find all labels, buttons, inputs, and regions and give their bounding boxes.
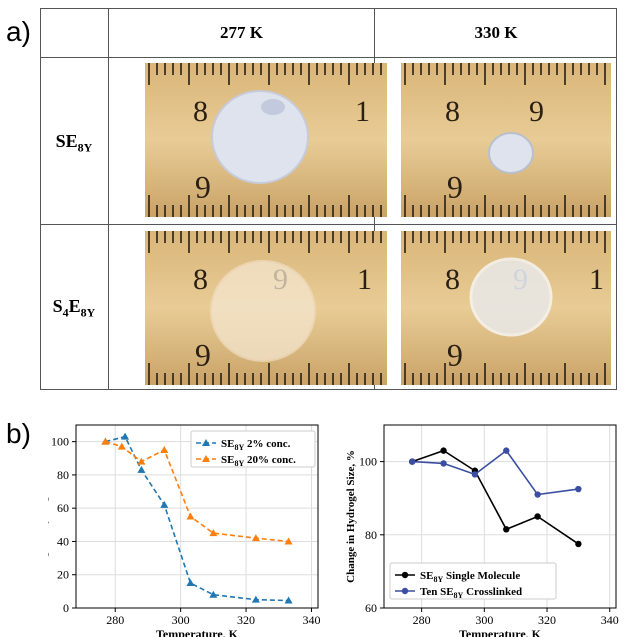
column-header-330k: 330 K xyxy=(474,23,518,42)
row-label-se8y: SE8Y xyxy=(55,131,93,155)
data-point xyxy=(209,529,218,537)
data-point xyxy=(503,447,510,454)
hydrogel-size-concentration-chart: 280 300 320 340 0 20 40 60 80 100 Temperature, K Ch… xyxy=(48,424,320,637)
y-tick-label: 60 xyxy=(57,501,69,515)
y-tick-label: 60 xyxy=(365,601,377,615)
ruler-number: 1 xyxy=(355,95,370,128)
data-point xyxy=(575,540,582,548)
data-point xyxy=(575,485,582,493)
ruler-photo: 8 9 1 6 xyxy=(145,231,387,385)
photo-se8y-277k: 8 1 6 xyxy=(145,63,387,217)
hydrogel-disc xyxy=(211,90,309,184)
x-tick-label: 300 xyxy=(475,613,493,627)
ruler-photo: 8 1 6 xyxy=(145,63,387,217)
legend-label: SE8Y 20% conc. xyxy=(221,454,296,468)
ruler-number: 6 xyxy=(447,170,463,206)
legend-marker xyxy=(401,571,409,579)
hydrogel-size-crosslink-chart: 280 300 320 340 60 80 100 Temperature, K Change … xyxy=(345,424,619,637)
series-line xyxy=(105,435,289,602)
data-point xyxy=(440,447,447,454)
legend-box xyxy=(389,562,557,600)
ruler-number: 9 xyxy=(529,95,544,128)
y-tick-label: 100 xyxy=(51,435,69,449)
series-line xyxy=(412,449,579,496)
ruler-number: 8 xyxy=(445,263,460,296)
photo-s4e8y-330k: 8 9 1 6 xyxy=(401,231,611,385)
legend-marker xyxy=(401,587,409,595)
data-point xyxy=(251,595,260,603)
ruler-number: 6 xyxy=(447,338,463,374)
ruler-photo: 8 9 1 6 xyxy=(401,231,611,385)
photo-s4e8y-277k: 8 9 1 6 xyxy=(145,231,387,385)
series-line xyxy=(105,440,289,543)
y-axis-label: Change in Hydrogel Size, % xyxy=(345,450,357,583)
data-point xyxy=(137,457,146,465)
y-tick-label: 80 xyxy=(57,468,69,482)
plot-frame xyxy=(75,424,319,609)
x-axis-label: Temperature, K xyxy=(459,627,542,637)
column-header-277k: 277 K xyxy=(220,23,263,42)
ruler-number: 6 xyxy=(195,338,211,374)
data-point xyxy=(101,437,110,445)
ruler-photo: 8 9 6 xyxy=(401,63,611,217)
x-tick-label: 280 xyxy=(106,613,124,627)
hydrogel-photo-table: 277 K 330 K SE8Y S4E8Y 8 1 6 xyxy=(40,8,617,390)
data-point xyxy=(251,534,260,542)
data-point xyxy=(186,579,195,587)
hydrogel-disc xyxy=(210,260,316,362)
hydrogel-disc xyxy=(469,257,553,337)
x-tick-label: 340 xyxy=(302,613,320,627)
legend-label: SE8Y 2% conc. xyxy=(221,438,291,452)
data-point xyxy=(209,590,218,598)
y-axis-label: Change in Hydrogel Size, % xyxy=(48,450,49,583)
panel-b-label: b) xyxy=(6,418,31,449)
legend-marker xyxy=(202,455,210,462)
y-tick-label: 100 xyxy=(359,455,377,469)
data-point xyxy=(284,596,293,604)
ruler-number: 8 xyxy=(193,263,208,296)
data-point xyxy=(284,537,293,545)
y-tick-label: 80 xyxy=(365,528,377,542)
data-point xyxy=(160,500,169,508)
ruler-number: 8 xyxy=(193,95,208,128)
data-point xyxy=(137,465,146,473)
data-point xyxy=(409,458,416,465)
legend-marker xyxy=(202,439,210,446)
y-tick-label: 40 xyxy=(57,534,69,548)
x-tick-label: 280 xyxy=(413,613,431,627)
x-tick-label: 300 xyxy=(172,613,190,627)
legend-label: Ten SE8Y Crosslinked xyxy=(420,586,522,600)
photo-se8y-330k: 8 9 6 xyxy=(401,63,611,217)
y-tick-label: 0 xyxy=(63,601,69,615)
data-point xyxy=(186,512,195,520)
x-axis-label: Temperature, K xyxy=(156,627,239,637)
hydrogel-disc xyxy=(488,132,534,174)
x-tick-label: 320 xyxy=(237,613,255,627)
data-point xyxy=(503,526,510,533)
ruler-number: 8 xyxy=(445,95,460,128)
panel-a-label: a) xyxy=(6,16,31,47)
x-tick-label: 320 xyxy=(538,613,556,627)
x-tick-label: 340 xyxy=(601,613,619,627)
data-point xyxy=(160,445,169,453)
data-point xyxy=(534,491,541,498)
legend-label: SE8Y Single Molecule xyxy=(420,570,520,584)
legend-box xyxy=(190,430,316,468)
data-point xyxy=(117,442,126,450)
y-tick-label: 20 xyxy=(57,568,69,582)
series-line xyxy=(411,449,579,545)
ruler-number: 6 xyxy=(195,170,211,206)
data-point xyxy=(471,471,479,478)
plot-frame xyxy=(383,424,617,609)
data-point xyxy=(440,460,447,467)
data-point xyxy=(121,432,130,440)
ruler-number: 1 xyxy=(589,263,604,296)
ruler-number: 1 xyxy=(357,263,372,296)
row-label-s4e8y: S4E8Y xyxy=(52,296,96,320)
data-point xyxy=(534,513,541,520)
